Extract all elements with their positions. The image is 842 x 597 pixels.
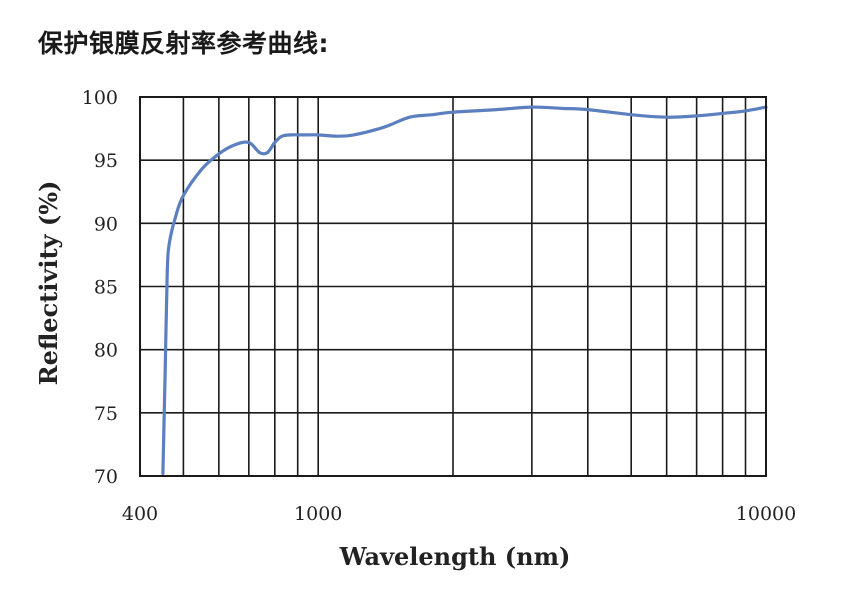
y-tick-label: 70 [94,466,118,488]
y-tick-label: 85 [94,277,118,299]
grid [139,96,767,477]
reflectivity-curve [161,105,768,476]
y-tick-label: 80 [94,340,118,362]
x-tick-label: 400 [122,503,158,525]
page-title: 保护银膜反射率参考曲线: [38,29,329,58]
y-tick-label: 75 [94,403,118,425]
curve-layer [161,105,768,476]
plot-border [139,96,767,477]
y-axis-label: Reflectivity (%) [34,181,63,386]
y-tick-label: 90 [94,213,118,235]
y-tick-label: 95 [94,150,118,172]
x-tick-label: 10000 [736,503,796,525]
plot-frame [139,96,767,477]
y-tick-label: 100 [82,87,118,109]
x-axis-label: Wavelength (nm) [339,542,571,571]
tick-labels: 70 75 80 85 90 95 100 400 1000 10000 [82,87,796,525]
x-tick-label: 1000 [294,503,342,525]
